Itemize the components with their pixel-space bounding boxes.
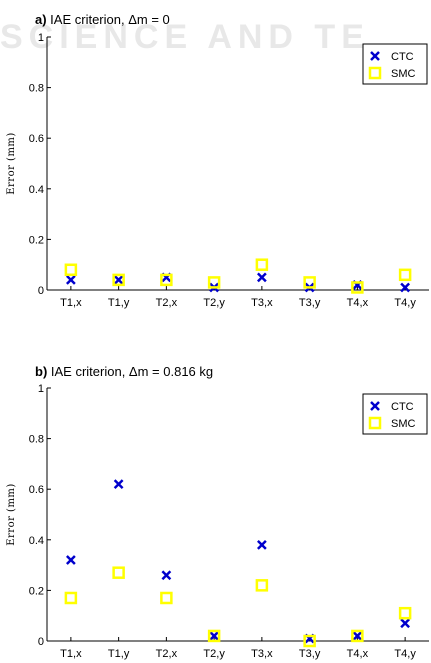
x-mark-stroke — [113, 274, 124, 285]
legend-marker-smc — [368, 416, 382, 430]
x-mark-stroke — [256, 539, 267, 550]
x-tick-label: T1,y — [108, 648, 130, 660]
x-tick-label: T4,x — [347, 648, 369, 660]
x-tick-label: T3,y — [299, 648, 321, 660]
y-tick-label: 0.2 — [29, 585, 44, 597]
data-point-smc — [351, 281, 364, 294]
x-tick-label: T2,y — [203, 297, 225, 309]
chart-title: b) IAE criterion, Δm = 0.816 kg — [35, 364, 213, 379]
data-point-ctc — [65, 274, 76, 285]
data-point-smc — [64, 591, 78, 605]
y-tick-label: 0.4 — [29, 184, 44, 196]
legend-marker-ctc — [370, 401, 380, 411]
data-point-ctc — [256, 539, 267, 550]
x-tick-label: T1,y — [108, 297, 130, 309]
x-mark-stroke — [161, 570, 172, 581]
y-tick-label: 1 — [38, 32, 44, 44]
data-point-smc — [160, 273, 173, 287]
data-point-ctc — [256, 272, 267, 283]
x-mark-stroke — [65, 274, 76, 285]
y-tick-label: 0.6 — [29, 484, 44, 496]
data-point-ctc — [113, 274, 124, 285]
data-point-smc — [303, 276, 316, 289]
data-point-smc — [160, 591, 173, 605]
data-point-smc — [398, 606, 412, 620]
x-mark-stroke — [256, 272, 267, 283]
x-mark-stroke — [370, 51, 380, 61]
y-tick-label: 1 — [38, 383, 44, 395]
x-tick-label: T3,x — [251, 648, 273, 660]
legend: CTC SMC — [362, 43, 428, 85]
data-point-smc — [255, 579, 269, 592]
legend-label: SMC — [391, 418, 416, 430]
data-point-smc — [207, 276, 221, 289]
x-mark-stroke — [113, 479, 124, 490]
data-point-ctc — [352, 631, 363, 641]
x-mark-stroke — [65, 555, 76, 565]
data-point-smc — [351, 629, 364, 643]
data-point-ctc — [400, 618, 411, 629]
x-tick-label: T1,x — [60, 297, 82, 309]
data-point-ctc — [400, 282, 411, 293]
x-mark-stroke — [400, 618, 411, 629]
title-text: IAE criterion, Δm = 0.816 kg — [47, 364, 213, 379]
y-tick-label: 0.8 — [29, 434, 44, 446]
x-tick-label: T3,x — [251, 297, 273, 309]
legend-marker-ctc — [370, 51, 380, 61]
title-text: IAE criterion, Δm = 0 — [47, 12, 170, 27]
data-point-smc — [303, 634, 316, 648]
x-tick-label: T4,y — [394, 297, 416, 309]
y-tick-label: 0 — [38, 636, 44, 648]
panel-label: a) — [35, 12, 47, 27]
y-tick-label: 0.6 — [29, 133, 44, 145]
x-tick-label: T1,x — [60, 648, 82, 660]
data-point-ctc — [65, 555, 76, 565]
legend-marker-smc — [368, 66, 382, 80]
data-point-smc — [112, 566, 125, 579]
chart-title: a) IAE criterion, Δm = 0 — [35, 12, 170, 27]
x-mark-stroke — [400, 282, 411, 293]
legend-label: CTC — [391, 51, 414, 63]
data-point-ctc — [161, 570, 172, 581]
legend-label: CTC — [391, 401, 414, 413]
x-mark-stroke — [370, 401, 380, 411]
y-axis-label: Error (mm) — [6, 483, 17, 546]
y-tick-label: 0.4 — [29, 535, 44, 547]
legend: CTC SMC — [362, 393, 428, 435]
chart-panel-b: b) IAE criterion, Δm = 0.816 kg 0 0.2 0.4 0.… — [6, 364, 429, 660]
x-tick-label: T2,y — [203, 648, 225, 660]
data-point-smc — [112, 273, 125, 287]
y-axis-label: Error (mm) — [6, 132, 17, 195]
data-point-smc — [207, 629, 221, 643]
x-tick-label: T4,x — [347, 297, 369, 309]
x-tick-label: T2,x — [156, 648, 178, 660]
y-tick-label: 0.2 — [29, 234, 44, 246]
y-tick-label: 0.8 — [29, 83, 44, 95]
panel-label: b) — [35, 364, 47, 379]
watermark-text: SCIENCE AND TE — [0, 18, 370, 56]
legend-box — [362, 43, 428, 85]
chart-panel-a: a) IAE criterion, Δm = 0 0 0.2 0.4 0.6 0.8 1 T1… — [6, 12, 429, 309]
y-tick-label: 0 — [38, 285, 44, 297]
data-point-smc — [64, 263, 78, 277]
data-point-ctc — [209, 631, 220, 641]
legend-label: SMC — [391, 68, 416, 80]
x-tick-label: T2,x — [156, 297, 178, 309]
x-mark-stroke — [352, 631, 363, 641]
x-mark-stroke — [209, 631, 220, 641]
data-point-smc — [398, 268, 412, 282]
data-point-smc — [255, 258, 269, 271]
data-point-ctc — [113, 479, 124, 490]
x-tick-label: T4,y — [394, 648, 416, 660]
x-tick-label: T3,y — [299, 297, 321, 309]
